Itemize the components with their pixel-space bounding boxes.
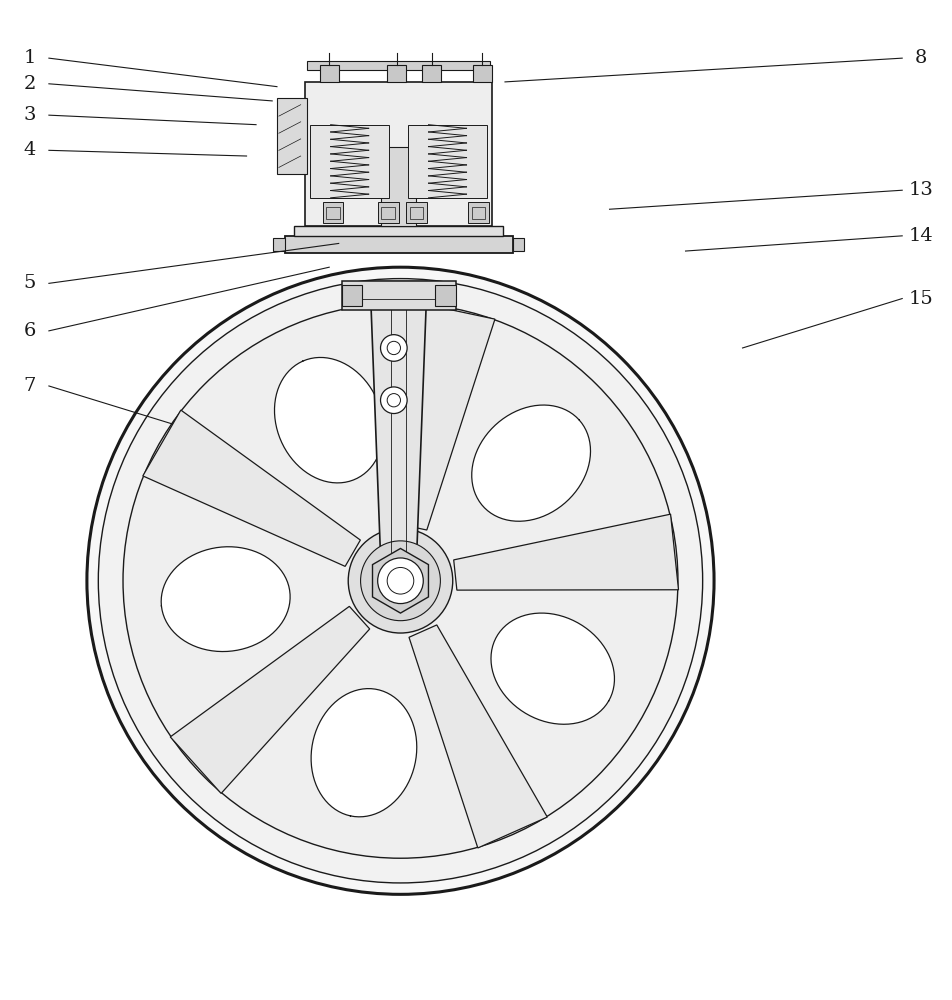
Bar — [512, 238, 524, 251]
Bar — [407, 125, 486, 198]
Bar — [381, 207, 394, 219]
Bar — [285, 236, 512, 253]
Polygon shape — [471, 405, 590, 521]
Bar — [277, 98, 307, 174]
Bar — [322, 202, 343, 223]
Circle shape — [380, 335, 407, 361]
Text: 1: 1 — [24, 49, 36, 67]
Circle shape — [347, 529, 452, 633]
Bar — [307, 61, 489, 70]
Text: 4: 4 — [24, 141, 36, 159]
Polygon shape — [397, 303, 494, 530]
Bar — [406, 202, 426, 223]
Text: 14: 14 — [908, 227, 933, 245]
Bar — [434, 285, 455, 306]
Polygon shape — [310, 689, 416, 817]
Bar — [387, 65, 406, 82]
Bar — [294, 226, 503, 236]
Bar — [472, 65, 491, 82]
Bar — [471, 207, 485, 219]
Bar — [273, 238, 285, 251]
Bar — [341, 281, 455, 310]
Bar — [341, 285, 362, 306]
Bar — [409, 207, 423, 219]
Polygon shape — [274, 357, 383, 483]
Circle shape — [98, 279, 702, 883]
Circle shape — [123, 303, 677, 858]
Bar — [377, 202, 398, 223]
Bar — [306, 82, 491, 226]
Text: 15: 15 — [908, 290, 933, 308]
Polygon shape — [372, 548, 428, 613]
Polygon shape — [408, 625, 546, 848]
Polygon shape — [170, 606, 369, 793]
Polygon shape — [453, 514, 678, 590]
Polygon shape — [369, 281, 426, 581]
Text: 3: 3 — [24, 106, 36, 124]
Text: 6: 6 — [24, 322, 36, 340]
Bar — [326, 207, 339, 219]
Polygon shape — [143, 410, 360, 566]
Text: 5: 5 — [24, 274, 36, 292]
Bar — [422, 65, 441, 82]
Circle shape — [377, 558, 423, 604]
Circle shape — [87, 267, 713, 894]
Text: 13: 13 — [908, 181, 933, 199]
Bar — [381, 147, 415, 226]
Text: 2: 2 — [24, 75, 36, 93]
Bar — [467, 202, 488, 223]
Bar — [319, 65, 338, 82]
Circle shape — [380, 387, 407, 414]
Text: 8: 8 — [914, 49, 926, 67]
Polygon shape — [161, 547, 289, 652]
Bar — [310, 125, 388, 198]
Circle shape — [360, 541, 440, 621]
Polygon shape — [490, 613, 614, 724]
Text: 7: 7 — [24, 377, 36, 395]
